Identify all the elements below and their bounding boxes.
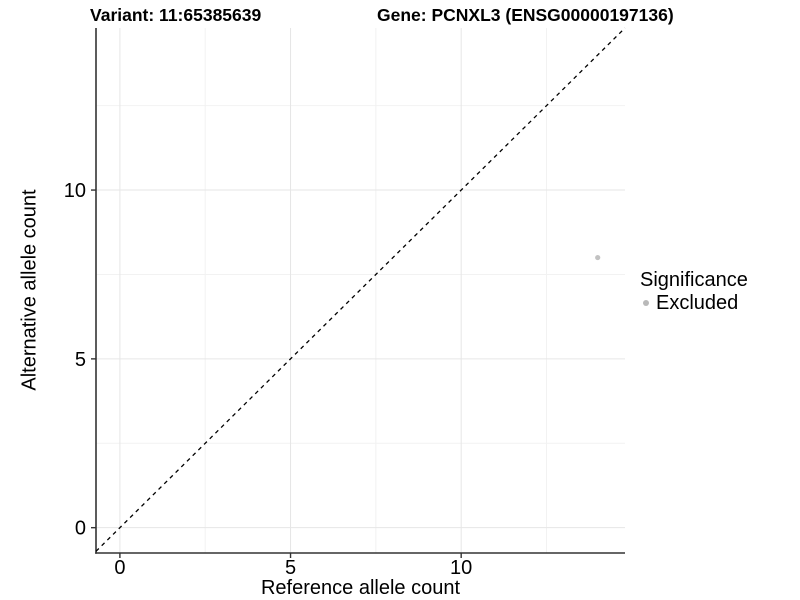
y-axis-title: Alternative allele count bbox=[18, 189, 41, 391]
legend-title: Significance bbox=[640, 269, 748, 291]
legend-point-icon bbox=[643, 300, 649, 306]
x-tick-label: 0 bbox=[114, 557, 125, 579]
legend-item-label: Excluded bbox=[656, 292, 739, 314]
y-tick-label: 0 bbox=[75, 518, 86, 540]
gene-title: Gene: PCNXL3 (ENSG00000197136) bbox=[377, 5, 674, 25]
x-tick-label: 10 bbox=[450, 557, 472, 579]
y-tick-label: 10 bbox=[64, 180, 86, 202]
legend-item-excluded: Excluded bbox=[640, 292, 748, 314]
x-tick-label: 5 bbox=[285, 557, 296, 579]
identity-line bbox=[95, 27, 626, 552]
data-point bbox=[595, 254, 601, 261]
variant-title: Variant: 11:65385639 bbox=[90, 5, 262, 25]
x-axis-title: Reference allele count bbox=[260, 577, 460, 599]
legend: Significance Excluded bbox=[640, 269, 748, 314]
y-tick-label: 5 bbox=[75, 349, 86, 371]
